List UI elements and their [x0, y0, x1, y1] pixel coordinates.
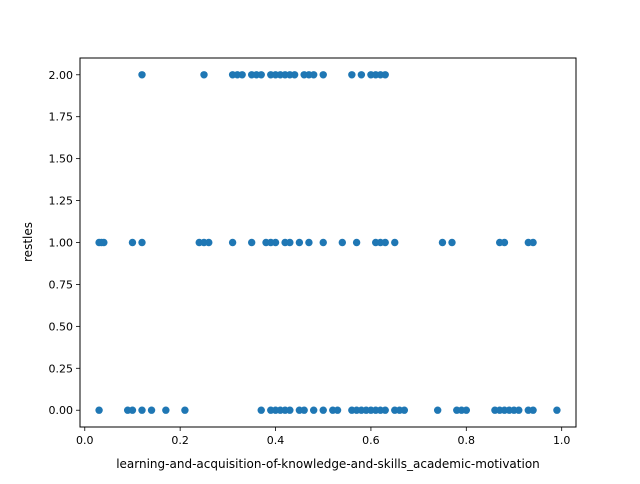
data-point [305, 238, 313, 247]
x-axis-ticks: 0.0 0.2 0.4 0.6 0.8 1.0 [76, 427, 570, 447]
data-point [338, 238, 347, 247]
data-point [181, 406, 189, 414]
data-point [128, 406, 137, 414]
data-point [400, 406, 409, 414]
data-point [138, 71, 146, 79]
data-point [553, 406, 561, 414]
data-point [529, 406, 537, 414]
plot-frame [79, 57, 577, 428]
data-point [147, 406, 156, 414]
data-point [529, 238, 537, 247]
data-point [95, 406, 103, 414]
data-point [309, 71, 318, 79]
data-point [257, 406, 265, 414]
data-point [381, 71, 389, 79]
y-tick-label: 2.00 [49, 69, 74, 82]
data-point [200, 71, 208, 79]
data-point [433, 406, 442, 414]
data-point [381, 406, 389, 414]
data-point [352, 238, 361, 247]
data-point [247, 238, 256, 247]
plot-background [80, 58, 576, 427]
data-point [271, 238, 280, 247]
y-tick-label: 1.00 [49, 237, 74, 250]
x-tick-label: 0.4 [267, 434, 285, 447]
data-point [138, 406, 146, 414]
data-point [462, 406, 471, 414]
data-point [128, 238, 137, 247]
data-point [100, 238, 108, 247]
x-tick-label: 0.8 [458, 434, 476, 447]
data-point [286, 238, 294, 247]
y-tick-label: 0.00 [49, 404, 74, 417]
data-point [290, 71, 299, 79]
y-tick-label: 0.75 [49, 278, 74, 291]
data-point [286, 406, 294, 414]
data-point [309, 406, 318, 414]
data-point [205, 238, 213, 247]
data-points [95, 71, 561, 414]
y-axis-label: restles [21, 222, 35, 262]
y-axis-ticks: 0.00 0.25 0.50 0.75 1.00 1.25 1.50 1.75 2.00 [49, 69, 80, 417]
data-point [257, 71, 265, 79]
x-tick-label: 0.2 [171, 434, 189, 447]
data-point [500, 238, 509, 247]
data-point [438, 238, 447, 247]
y-tick-label: 0.50 [49, 320, 74, 333]
y-tick-label: 1.25 [49, 195, 74, 208]
y-tick-label: 0.25 [49, 362, 74, 375]
data-point [448, 238, 456, 247]
x-axis-label: learning-and-acquisition-of-knowledge-an… [116, 457, 540, 471]
x-tick-label: 1.0 [553, 434, 571, 447]
data-point [381, 238, 389, 247]
data-point [295, 238, 304, 247]
data-point [348, 71, 356, 79]
data-point [391, 238, 399, 247]
data-point [319, 406, 327, 414]
data-point [319, 71, 327, 79]
data-point [333, 406, 342, 414]
y-tick-label: 1.50 [49, 153, 74, 166]
data-point [319, 238, 327, 247]
data-point [515, 406, 523, 414]
data-point [162, 406, 170, 414]
data-point [300, 406, 308, 414]
data-point [357, 71, 366, 79]
x-tick-label: 0.0 [76, 434, 94, 447]
data-point [138, 238, 146, 247]
y-tick-label: 1.75 [49, 111, 74, 124]
x-tick-label: 0.6 [362, 434, 380, 447]
data-point [228, 238, 237, 247]
data-point [238, 71, 246, 79]
